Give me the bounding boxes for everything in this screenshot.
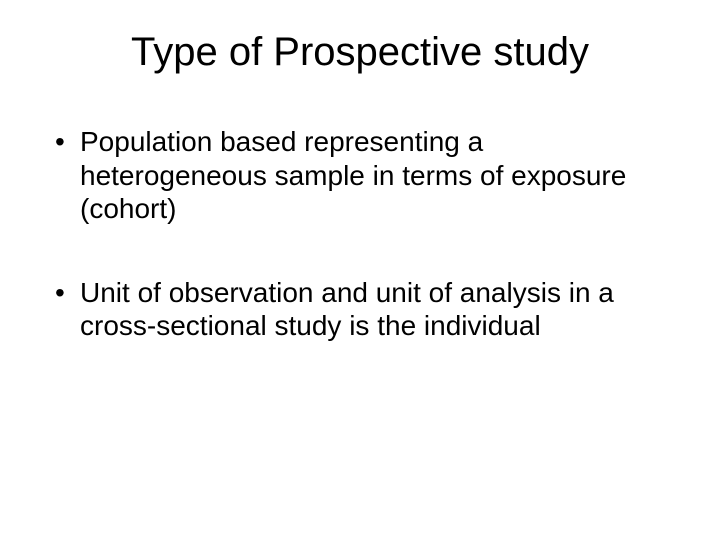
bullet-item: Unit of observation and unit of analysis… xyxy=(50,276,670,343)
slide-container: Type of Prospective study Population bas… xyxy=(0,0,720,540)
bullet-list: Population based representing a heteroge… xyxy=(50,125,670,343)
bullet-item: Population based representing a heteroge… xyxy=(50,125,670,226)
slide-title: Type of Prospective study xyxy=(50,30,670,75)
